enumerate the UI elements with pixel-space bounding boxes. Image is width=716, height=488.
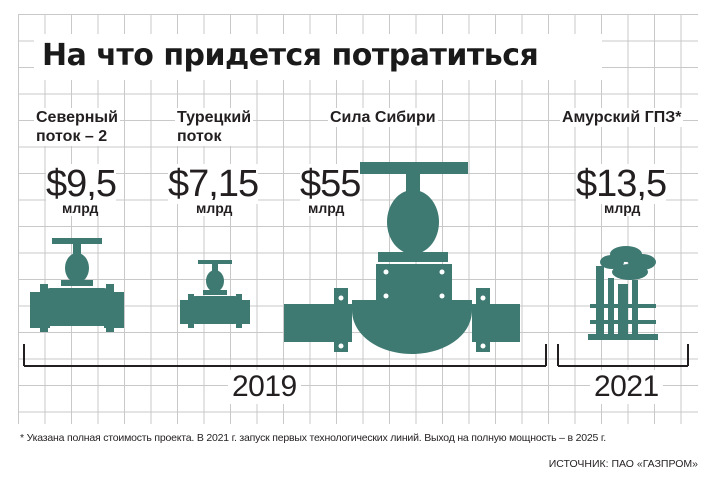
footnote: * Указана полная стоимость проекта. В 20… [20, 432, 606, 444]
valve-icon-power-of-siberia [284, 162, 520, 354]
project-name-turkish-stream: Турецкий поток [175, 108, 254, 146]
project-name-line1: Турецкий [177, 109, 252, 126]
chart-title: На что придется потратиться [42, 38, 539, 73]
footnote-backdrop [18, 424, 716, 488]
value-label-turkish-stream: $7,15 [168, 163, 259, 205]
project-name-line1: Северный [36, 109, 118, 126]
project-name-line2: поток – 2 [36, 128, 108, 145]
value-label-nord-stream-2: $9,5 [46, 163, 117, 205]
valve-icon-nord-stream-2 [30, 238, 124, 332]
year-bracket-2021 [557, 344, 689, 367]
project-name-line2: поток [177, 128, 222, 145]
project-name-power-of-siberia: Сила Сибири [328, 108, 438, 127]
year-bracket-2019 [23, 344, 547, 367]
background-grid [18, 14, 698, 424]
project-name-amur-gpp: Амурский ГПЗ* [560, 108, 684, 127]
unit-label-power-of-siberia: млрд [306, 200, 347, 216]
unit-label-turkish-stream: млрд [194, 200, 235, 216]
title-backdrop [34, 34, 602, 80]
value-label-amur-gpp: $13,5 [576, 163, 667, 205]
source-label: ИСТОЧНИК: ПАО «ГАЗПРОМ» [548, 458, 698, 470]
project-name-line1: Амурский ГПЗ* [562, 109, 682, 126]
year-label-2021: 2021 [590, 370, 663, 404]
valve-icon-turkish-stream [180, 260, 250, 328]
project-name-nord-stream-2: Северный поток – 2 [34, 108, 120, 146]
unit-label-amur-gpp: млрд [602, 200, 643, 216]
unit-label-nord-stream-2: млрд [60, 200, 101, 216]
value-label-power-of-siberia: $55 [300, 163, 361, 205]
gas-plant-icon-amur-gpp [588, 246, 658, 340]
year-label-2019: 2019 [228, 370, 301, 404]
project-name-line1: Сила Сибири [330, 109, 436, 126]
